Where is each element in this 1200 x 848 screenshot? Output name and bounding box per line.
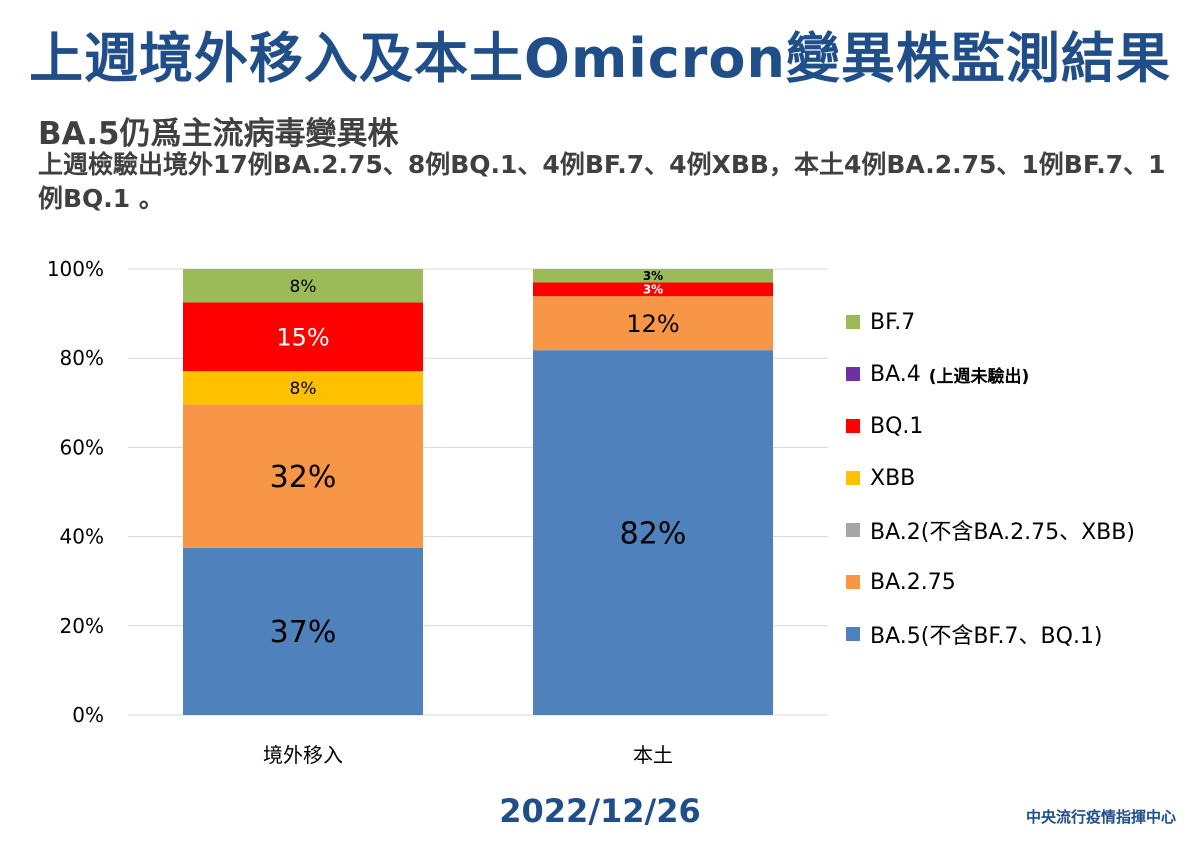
data-label: 15% xyxy=(276,323,329,351)
legend-entry: XBB xyxy=(846,452,1186,504)
data-label: 32% xyxy=(270,460,337,495)
data-label: 37% xyxy=(270,615,337,650)
legend-note: (上週未驗出) xyxy=(928,366,1030,387)
bar-segment xyxy=(533,296,773,351)
x-tick-label: 境外移入 xyxy=(263,743,343,767)
legend-swatch xyxy=(846,315,860,329)
bar-segment xyxy=(183,269,423,303)
legend-label: BA.2.75 xyxy=(870,569,956,595)
y-tick-label: 60% xyxy=(60,435,104,459)
data-label: 8% xyxy=(290,379,317,399)
data-label: 12% xyxy=(626,310,679,338)
chart-legend: BF.7 BA.4 (上週未驗出) BQ.1 XBB BA.2(不含BA.2.75、XBB… xyxy=(846,296,1186,660)
y-tick-label: 20% xyxy=(60,614,104,638)
bar-segment xyxy=(183,404,423,548)
footer-date: 2022/12/26 xyxy=(499,792,701,830)
data-label: 82% xyxy=(620,516,687,551)
legend-swatch xyxy=(846,471,860,485)
y-tick-label: 100% xyxy=(47,257,104,281)
legend-swatch xyxy=(846,367,860,381)
legend-entry: BF.7 xyxy=(846,296,1186,348)
page-subtitle: BA.5仍爲主流病毒變異株 xyxy=(38,116,399,152)
bar-segment xyxy=(183,371,423,405)
legend-entry: BA.5(不含BF.7、BQ.1) xyxy=(846,608,1186,660)
page-description: 上週檢驗出境外17例BA.2.75、8例BQ.1、4例BF.7、4例XBB，本土… xyxy=(38,150,1166,213)
legend-swatch xyxy=(846,419,860,433)
bar-segment xyxy=(183,547,423,715)
legend-entry: BQ.1 xyxy=(846,400,1186,452)
legend-label: BF.7 xyxy=(870,309,916,335)
legend-label: BA.2(不含BA.2.75、XBB) xyxy=(870,520,1135,545)
data-label: 8% xyxy=(290,277,317,297)
legend-label: BA.4 xyxy=(870,361,921,387)
y-tick-label: 80% xyxy=(60,346,104,370)
legend-entry: BA.2.75 xyxy=(846,556,1186,608)
y-tick-label: 40% xyxy=(60,525,104,549)
legend-swatch xyxy=(846,627,860,641)
legend-swatch xyxy=(846,575,860,589)
legend-entry: BA.4 (上週未驗出) xyxy=(846,348,1186,400)
legend-swatch xyxy=(846,523,860,537)
bar-segment xyxy=(183,302,423,372)
data-label: 3% xyxy=(643,269,663,283)
legend-entry: BA.2(不含BA.2.75、XBB) xyxy=(846,504,1186,556)
legend-label: BQ.1 xyxy=(870,413,924,439)
data-label: 3% xyxy=(643,283,663,297)
y-tick-label: 0% xyxy=(72,703,104,727)
legend-label: BA.5(不含BF.7、BQ.1) xyxy=(870,624,1103,649)
page-title: 上週境外移入及本土Omicron變異株監測結果 xyxy=(29,27,1171,90)
x-tick-label: 本土 xyxy=(633,743,673,767)
legend-label: XBB xyxy=(870,465,916,491)
bar-segment xyxy=(533,269,773,283)
footer-org: 中央流行疫情指揮中心 xyxy=(1025,808,1176,826)
bar-segment xyxy=(533,350,773,715)
bar-segment xyxy=(533,282,773,297)
